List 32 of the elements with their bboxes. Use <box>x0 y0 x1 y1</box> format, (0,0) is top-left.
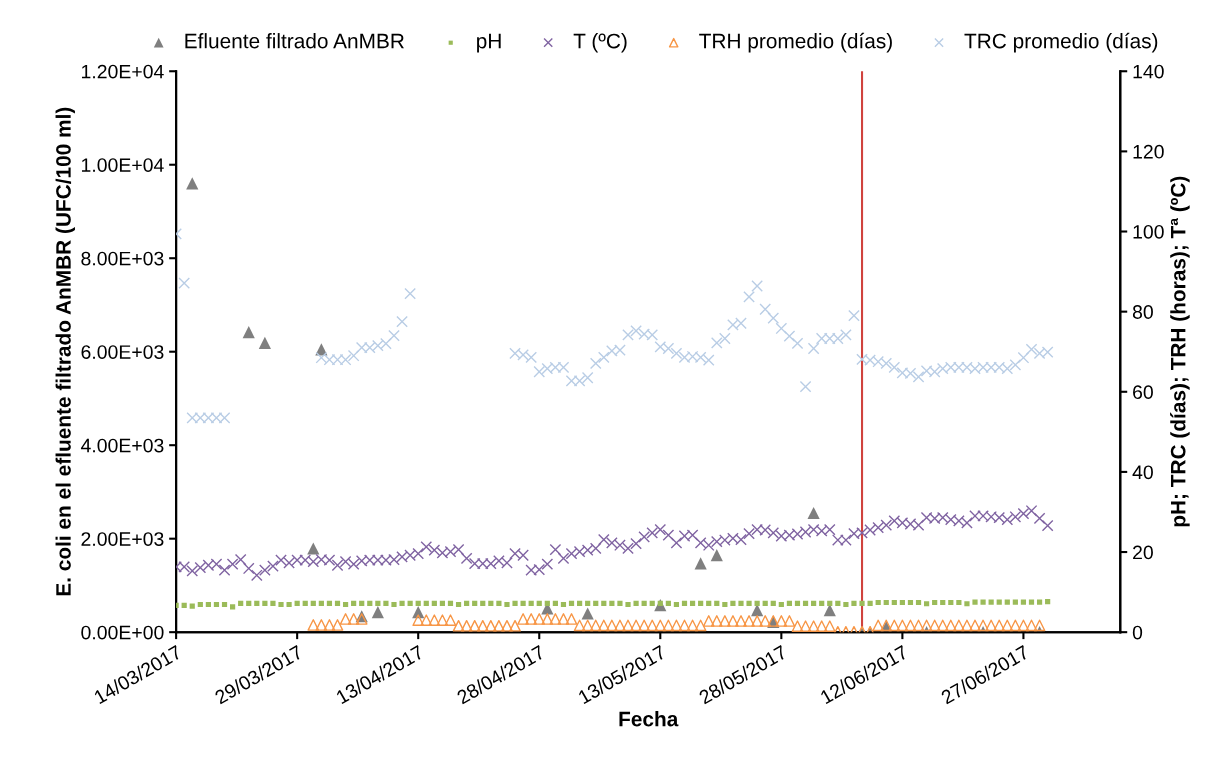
y2-tick-label: 40 <box>1132 465 1153 480</box>
y-tick-label: 6.00E+03 <box>81 345 164 359</box>
legend-label: TRC promedio (días) <box>964 32 1158 53</box>
y2-tick-label: 140 <box>1133 64 1164 79</box>
y2-tick-label: 0 <box>1132 625 1143 640</box>
legend-label: pH <box>477 33 501 53</box>
y2-tick-label: 120 <box>1133 144 1164 159</box>
point <box>694 557 707 570</box>
y-tick-label: 4.00E+03 <box>80 438 164 453</box>
y2-axis-title: pH; TRC (días); TRH (horas); Tª (ºC) <box>1170 176 1190 527</box>
legend-label: T (ºC) <box>573 33 627 53</box>
point <box>242 325 255 339</box>
x-axis-title: Fecha <box>619 711 679 727</box>
y-axis-title: E. coli en el efluente filtrado AnMBR (UFC/100 ml) <box>55 107 75 596</box>
point <box>307 542 320 555</box>
point <box>186 177 199 190</box>
y-tick-label: 8.00E+03 <box>81 251 164 266</box>
y-tick-label: 1.20E+04 <box>82 64 164 79</box>
point <box>371 605 384 619</box>
point <box>710 548 723 562</box>
point <box>258 336 271 349</box>
y-tick-label: 2.00E+03 <box>81 532 164 546</box>
point <box>807 506 820 520</box>
y-tick-label: 0.00E+00 <box>81 625 164 640</box>
y2-tick-label: 20 <box>1133 545 1153 560</box>
y2-tick-label: 60 <box>1133 385 1153 400</box>
point <box>581 607 594 620</box>
y2-tick-label: 100 <box>1133 224 1164 239</box>
legend-label: Efluente filtrado AnMBR <box>185 33 404 49</box>
y2-tick-label: 80 <box>1132 305 1153 319</box>
y-tick-label: 1.00E+04 <box>82 158 164 172</box>
legend-label: TRH promedio (días) <box>699 32 892 53</box>
